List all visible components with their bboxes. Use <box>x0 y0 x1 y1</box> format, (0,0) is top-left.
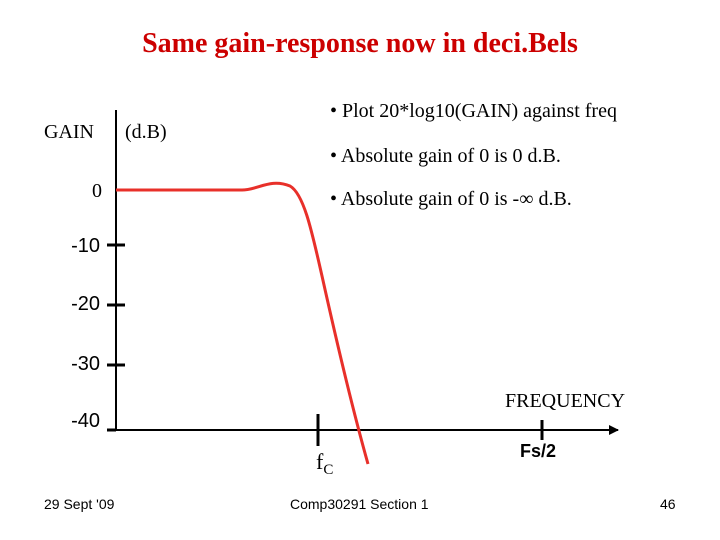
fs2-label: Fs/2 <box>520 441 557 461</box>
y-tick-label-0: 0 <box>92 180 102 202</box>
y-tick-label-minus-40: -40 <box>71 410 100 432</box>
footer-page-number: 46 <box>660 496 676 512</box>
footer-course: Comp30291 Section 1 <box>290 496 429 512</box>
y-tick-label-minus-10: -10 <box>71 235 100 257</box>
bullet-minus-infinity-db: • Absolute gain of 0 is -∞ d.B. <box>330 188 572 210</box>
bullet-plot-formula: • Plot 20*log10(GAIN) against freq <box>330 100 617 122</box>
y-axis-label-gain: GAIN <box>44 121 94 143</box>
y-axis-label-unit: (d.B) <box>125 121 167 143</box>
fc-label: fC <box>316 449 334 478</box>
y-tick-label-minus-20: -20 <box>71 293 100 315</box>
gain-response-curve <box>116 181 370 465</box>
slide-title: Same gain-response now in deci.Bels <box>142 28 578 59</box>
bullet-zero-db: • Absolute gain of 0 is 0 d.B. <box>330 145 561 167</box>
x-axis-label-frequency: FREQUENCY <box>505 390 626 412</box>
y-tick-label-minus-30: -30 <box>71 353 100 375</box>
footer-date: 29 Sept '09 <box>44 496 115 512</box>
